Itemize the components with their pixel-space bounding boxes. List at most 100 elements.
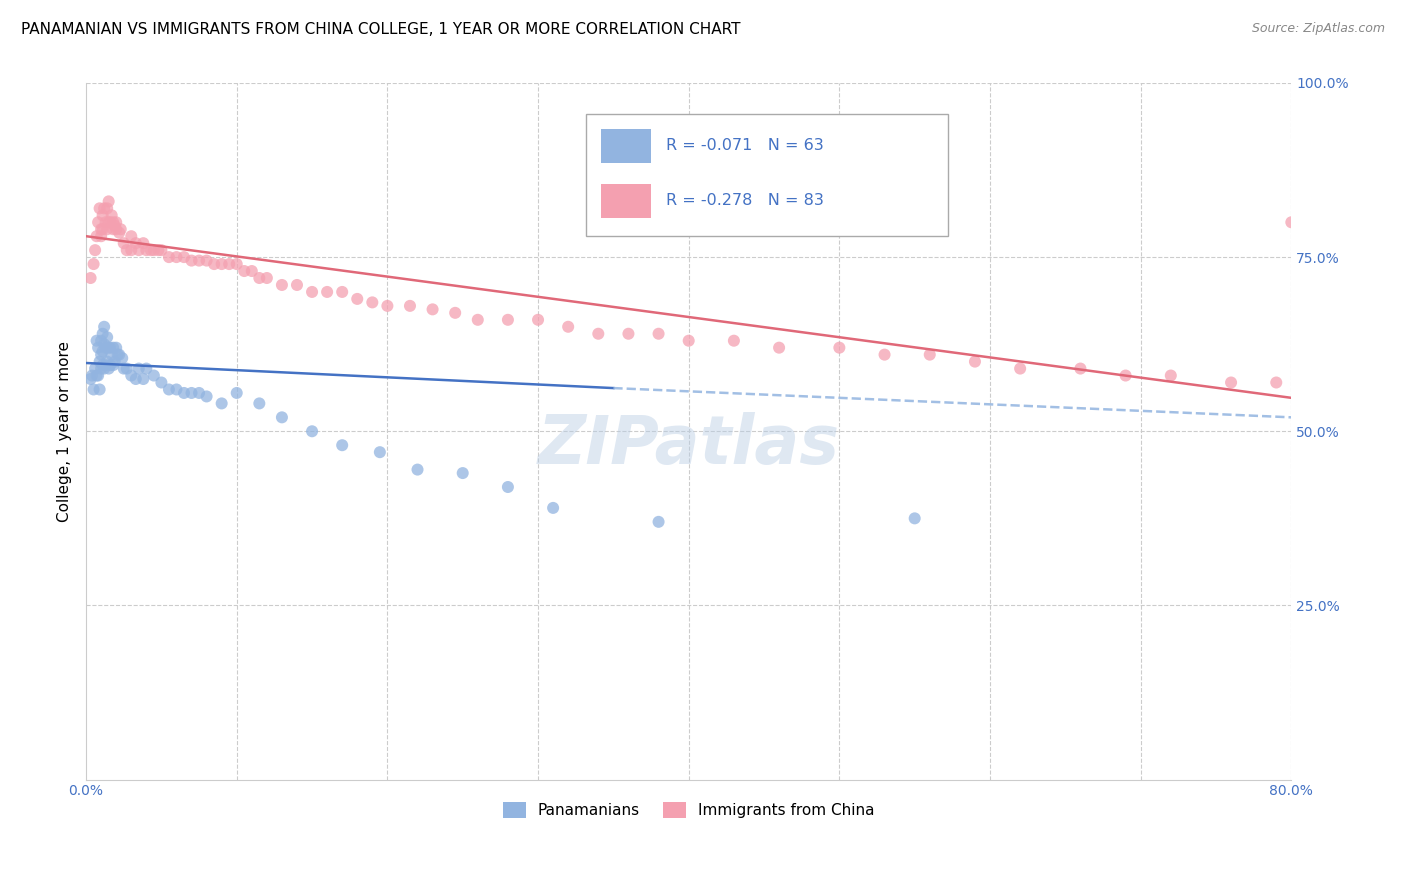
Point [115,243,138,257]
Point [157,250,180,264]
Point [173,250,195,264]
Point [91,326,114,341]
Point [135,361,157,376]
Point [1115,368,1137,383]
Point [346,292,368,306]
Point [108,226,131,240]
Point [100,208,122,222]
Point [188,386,211,401]
Point [103,215,125,229]
Point [361,295,384,310]
Point [96,330,118,344]
Point [86,334,108,348]
Point [115,361,138,376]
Point [202,257,225,271]
Point [1265,376,1288,390]
Point [1220,376,1243,390]
Point [150,243,173,257]
Point [83,383,105,397]
Point [271,277,294,292]
Point [188,253,211,268]
Point [316,285,339,299]
Point [93,361,115,376]
Point [120,243,142,257]
Point [87,215,110,229]
Point [103,222,125,236]
Point [86,368,108,383]
Point [918,348,941,362]
Point [89,202,111,216]
Point [873,348,896,362]
Point [301,424,323,438]
Point [180,253,202,268]
Point [94,215,117,229]
Point [225,257,247,271]
Point [399,299,422,313]
Point [96,202,118,216]
Point [125,372,148,386]
Point [1279,215,1302,229]
Point [111,351,134,365]
Point [723,334,745,348]
Point [1160,368,1182,383]
Point [93,319,115,334]
Point [368,445,391,459]
Point [104,354,127,368]
Point [285,277,308,292]
Point [79,271,101,285]
Point [496,480,519,494]
Point [89,383,111,397]
Point [588,326,610,341]
Point [84,361,107,376]
Point [828,341,851,355]
Point [678,334,700,348]
Point [150,376,173,390]
Point [125,236,148,251]
Point [97,194,120,209]
Point [98,215,121,229]
Point [103,341,125,355]
Point [93,337,115,351]
Legend: Panamanians, Immigrants from China: Panamanians, Immigrants from China [496,796,880,824]
Point [527,313,550,327]
Y-axis label: College, 1 year or more: College, 1 year or more [58,341,72,522]
Point [963,354,986,368]
Point [180,386,202,401]
Point [240,264,263,278]
Point [256,271,278,285]
Point [195,253,218,268]
Point [422,302,444,317]
Point [112,236,135,251]
Point [120,368,142,383]
Point [103,358,125,372]
Point [91,344,114,359]
Point [330,285,353,299]
Point [91,358,114,372]
Point [617,326,640,341]
Point [166,383,188,397]
Point [84,243,107,257]
Point [105,222,128,236]
Point [904,511,927,525]
Point [148,243,170,257]
Point [82,368,104,383]
Point [496,313,519,327]
Point [247,271,270,285]
Point [94,358,117,372]
Point [467,313,489,327]
Point [1010,361,1032,376]
Point [105,341,128,355]
Point [108,348,131,362]
Text: PANAMANIAN VS IMMIGRANTS FROM CHINA COLLEGE, 1 YEAR OR MORE CORRELATION CHART: PANAMANIAN VS IMMIGRANTS FROM CHINA COLL… [21,22,741,37]
Point [444,306,467,320]
Point [173,386,195,401]
Point [89,354,111,368]
Point [97,341,120,355]
Point [406,462,429,476]
Point [271,410,294,425]
Point [135,243,157,257]
Point [96,354,118,368]
Point [157,383,180,397]
Point [87,368,110,383]
Point [100,348,122,362]
